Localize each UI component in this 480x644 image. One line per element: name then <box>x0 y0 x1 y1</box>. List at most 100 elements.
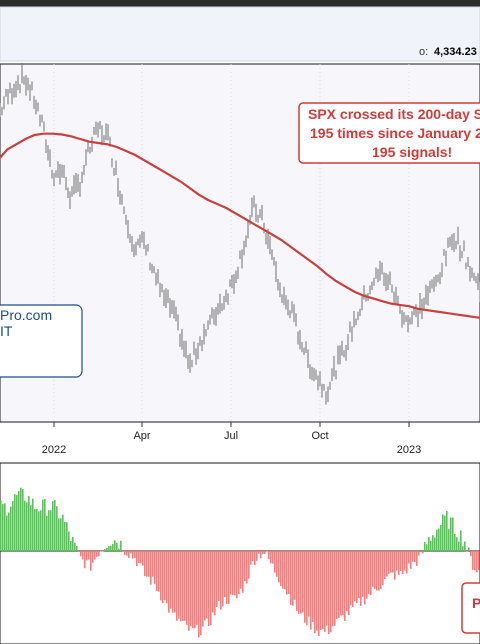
histogram-bar <box>184 551 186 621</box>
histogram-bar <box>96 551 98 557</box>
histogram-bar <box>258 551 260 554</box>
histogram-bar <box>118 548 120 551</box>
histogram-bar <box>42 499 44 551</box>
histogram-bar <box>242 551 244 593</box>
logo-line-2: IT <box>0 323 13 339</box>
header-bar <box>0 6 480 62</box>
histogram-bar <box>12 501 14 551</box>
histogram-bar <box>72 536 74 551</box>
histogram-bar <box>298 551 300 614</box>
histogram-bar <box>102 551 104 552</box>
histogram-bar <box>94 551 96 560</box>
histogram-bar <box>76 546 78 551</box>
histogram-bar <box>470 551 472 557</box>
histogram-bar <box>438 528 440 551</box>
histogram-bar <box>250 551 252 565</box>
histogram-bar <box>392 551 394 573</box>
x-tick-label: Jul <box>224 430 238 442</box>
histogram-bar <box>160 551 162 601</box>
histogram-bar <box>382 551 384 586</box>
histogram-bar <box>296 551 298 611</box>
histogram-bar <box>444 515 446 551</box>
histogram-bar <box>320 551 322 630</box>
histogram-bar <box>324 551 326 632</box>
histogram-bar <box>230 551 232 595</box>
histogram-bar <box>266 551 268 552</box>
histogram-bar <box>472 551 474 570</box>
histogram-bar <box>80 551 82 557</box>
annotation-line-3: 195 signals! <box>372 144 452 160</box>
histogram-bar <box>374 551 376 589</box>
histogram-bar <box>322 551 324 630</box>
histogram-bar <box>186 551 188 625</box>
readout-symbol: o: <box>419 46 428 58</box>
histogram-bar <box>352 551 354 608</box>
histogram-bar <box>150 551 152 585</box>
histogram-bar <box>122 551 124 552</box>
histogram-bar <box>270 551 272 564</box>
histogram-bar <box>408 551 410 564</box>
histogram-bar <box>256 551 258 561</box>
histogram-bar <box>448 529 450 551</box>
histogram-bar <box>166 551 168 604</box>
histogram-bar <box>54 499 56 551</box>
annotation-box <box>298 102 480 164</box>
histogram-bar <box>158 551 160 592</box>
histogram-bar <box>460 530 462 551</box>
histogram-bar <box>308 551 310 617</box>
histogram-bar <box>206 551 208 619</box>
histogram-bar <box>178 551 180 619</box>
histogram-bar <box>234 551 236 596</box>
histogram-bar <box>372 551 374 587</box>
histogram-bar <box>342 551 344 616</box>
histogram-bar <box>464 541 466 551</box>
histogram-bar <box>346 551 348 612</box>
histogram-bar <box>314 551 316 634</box>
histogram-bar <box>20 487 22 551</box>
histogram-bar <box>44 499 46 551</box>
histogram-bar <box>182 551 184 621</box>
histogram-bar <box>146 551 148 577</box>
histogram-bar <box>14 494 16 551</box>
histogram-bar <box>350 551 352 606</box>
histogram-bar <box>450 517 452 551</box>
histogram-bar <box>446 511 448 551</box>
histogram-bar <box>356 551 358 604</box>
histogram-bar <box>478 551 480 570</box>
histogram-bar <box>194 551 196 629</box>
histogram-bar <box>164 551 166 601</box>
x-tick-label: 2023 <box>397 444 421 456</box>
histogram-bar <box>6 515 8 551</box>
histogram-bar <box>176 551 178 621</box>
histogram-bar <box>386 551 388 577</box>
top-toolbar <box>0 0 480 7</box>
histogram-bar <box>232 551 234 596</box>
histogram-bar <box>288 551 290 594</box>
histogram-bar <box>406 551 408 574</box>
histogram-bar <box>462 546 464 551</box>
histogram-bar <box>306 551 308 626</box>
histogram-bar <box>404 551 406 571</box>
histogram-bar <box>474 551 476 571</box>
histogram-bar <box>224 551 226 598</box>
histogram-bar <box>458 541 460 551</box>
logo-line-1: Pro.com <box>0 307 52 323</box>
histogram-bar <box>30 505 32 551</box>
histogram-bar <box>428 536 430 551</box>
histogram-bar <box>228 551 230 604</box>
histogram-bar <box>84 551 86 569</box>
histogram-bar <box>274 551 276 573</box>
histogram-bar <box>418 551 420 556</box>
histogram-bar <box>216 551 218 607</box>
histogram-bar <box>66 522 68 551</box>
histogram-bar <box>156 551 158 592</box>
histogram-bar <box>32 498 34 551</box>
histogram-bar <box>334 551 336 626</box>
histogram-bar <box>436 529 438 551</box>
histogram-bar <box>144 551 146 577</box>
histogram-bar <box>100 551 102 552</box>
histogram-bar <box>64 521 66 551</box>
histogram-bar <box>48 510 50 551</box>
x-tick-label: Apr <box>133 430 150 442</box>
histogram-bar <box>316 551 318 631</box>
